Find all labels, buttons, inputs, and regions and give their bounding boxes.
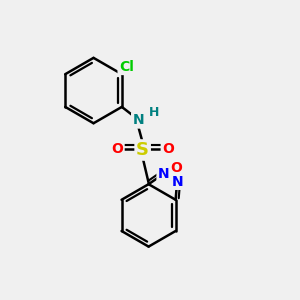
Text: O: O <box>162 142 174 155</box>
Text: S: S <box>136 141 149 159</box>
Text: O: O <box>111 142 123 155</box>
Text: N: N <box>158 167 170 181</box>
Text: O: O <box>170 160 182 175</box>
Text: N: N <box>171 175 183 189</box>
Text: Cl: Cl <box>119 60 134 74</box>
Text: N: N <box>132 113 144 127</box>
Text: H: H <box>148 106 159 119</box>
